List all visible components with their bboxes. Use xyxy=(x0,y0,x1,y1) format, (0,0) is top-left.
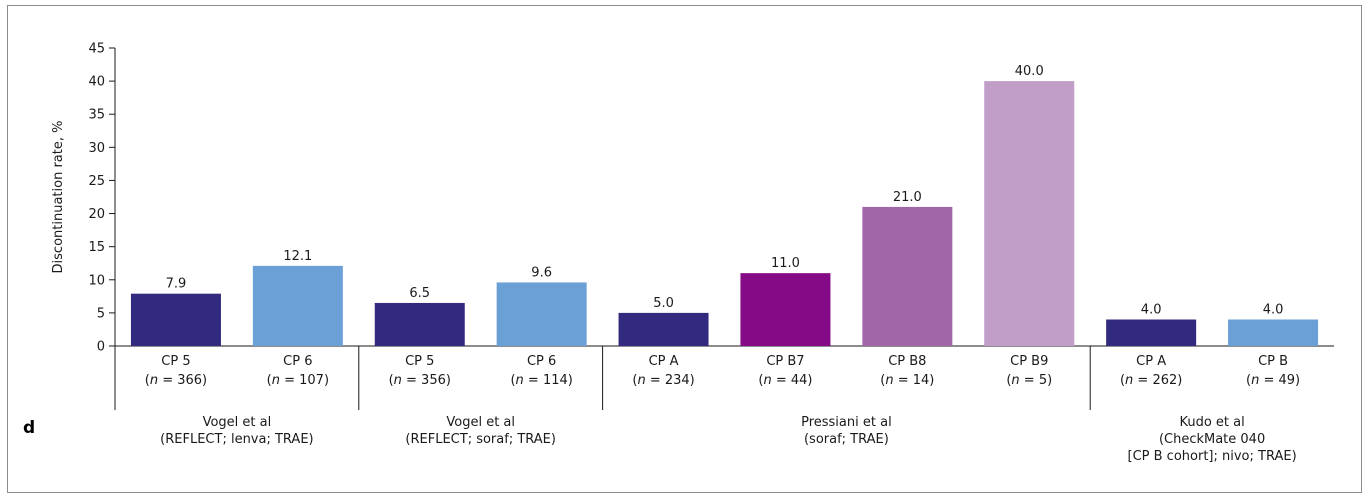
group-label: Vogel et al xyxy=(203,415,272,430)
bar-value-label: 6.5 xyxy=(409,286,430,301)
y-tick-label: 20 xyxy=(88,207,105,222)
group-label: Kudo et al xyxy=(1179,415,1244,430)
y-tick-label: 0 xyxy=(97,340,105,355)
bar-value-label: 12.1 xyxy=(283,249,312,264)
category-label: CP A xyxy=(1136,354,1166,369)
group-label: (REFLECT; soraf; TRAE) xyxy=(405,432,556,447)
bar xyxy=(740,273,831,346)
bar-value-label: 40.0 xyxy=(1015,64,1044,79)
y-tick-label: 5 xyxy=(97,306,105,321)
bar xyxy=(130,293,221,346)
y-tick-label: 40 xyxy=(88,75,105,90)
bar-value-label: 9.6 xyxy=(531,265,552,280)
bar-value-label: 7.9 xyxy=(166,277,187,292)
y-tick-label: 25 xyxy=(88,174,105,189)
category-label: CP B7 xyxy=(766,354,804,369)
category-n-label: (n = 356) xyxy=(389,373,451,388)
category-n-label: (n = 44) xyxy=(758,373,812,388)
bar xyxy=(374,302,465,346)
bar-value-label: 21.0 xyxy=(893,190,922,205)
group-label: Vogel et al xyxy=(446,415,515,430)
bar xyxy=(1228,319,1319,346)
bar-value-label: 4.0 xyxy=(1141,303,1162,318)
y-tick-label: 15 xyxy=(88,240,105,255)
bar xyxy=(862,206,953,346)
bar-value-label: 4.0 xyxy=(1263,303,1284,318)
category-n-label: (n = 262) xyxy=(1120,373,1182,388)
category-label: CP 5 xyxy=(405,354,434,369)
bar xyxy=(1106,319,1197,346)
group-label: (REFLECT; lenva; TRAE) xyxy=(160,432,313,447)
group-label: (soraf; TRAE) xyxy=(804,432,889,447)
y-axis-label: Discontinuation rate, % xyxy=(51,121,66,274)
bar xyxy=(618,312,709,346)
category-label: CP B9 xyxy=(1010,354,1048,369)
group-label: Pressiani et al xyxy=(801,415,892,430)
category-n-label: (n = 234) xyxy=(632,373,694,388)
category-label: CP 6 xyxy=(527,354,556,369)
category-label: CP A xyxy=(649,354,679,369)
category-n-label: (n = 5) xyxy=(1006,373,1052,388)
bar xyxy=(984,81,1075,346)
figure-frame xyxy=(7,5,1362,493)
group-label: (CheckMate 040 xyxy=(1159,432,1265,447)
category-n-label: (n = 107) xyxy=(267,373,329,388)
y-tick-label: 30 xyxy=(88,141,105,156)
category-n-label: (n = 114) xyxy=(510,373,572,388)
bar-value-label: 5.0 xyxy=(653,296,674,311)
category-label: CP B xyxy=(1258,354,1288,369)
y-tick-label: 10 xyxy=(88,273,105,288)
bar-value-label: 11.0 xyxy=(771,256,800,271)
category-n-label: (n = 14) xyxy=(880,373,934,388)
bar xyxy=(252,265,343,346)
category-label: CP 5 xyxy=(161,354,190,369)
category-label: CP 6 xyxy=(283,354,312,369)
category-label: CP B8 xyxy=(888,354,926,369)
group-label: [CP B cohort]; nivo; TRAE) xyxy=(1128,449,1297,464)
y-tick-label: 35 xyxy=(88,108,105,123)
panel-label: d xyxy=(23,418,35,438)
bar xyxy=(496,282,587,346)
category-n-label: (n = 49) xyxy=(1246,373,1300,388)
y-tick-label: 45 xyxy=(88,42,105,57)
category-n-label: (n = 366) xyxy=(145,373,207,388)
